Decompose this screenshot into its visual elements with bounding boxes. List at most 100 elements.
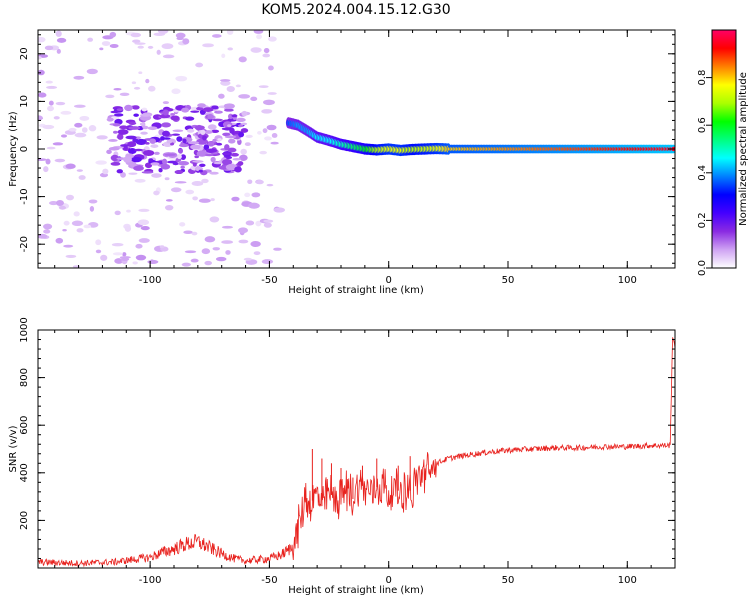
noise-blob	[44, 45, 54, 51]
noise-blob	[177, 161, 190, 166]
noise-blob	[263, 222, 272, 228]
noise-blob	[71, 220, 84, 227]
noise-blob	[79, 115, 90, 121]
noise-blob	[261, 259, 274, 265]
noise-blob	[199, 163, 206, 167]
spectrogram-y-tick-label: 20	[19, 47, 30, 60]
noise-blob	[238, 94, 251, 99]
noise-blob	[43, 229, 51, 234]
noise-blob	[164, 177, 170, 181]
noise-blob	[170, 187, 182, 193]
noise-blob	[162, 158, 168, 165]
noise-blob	[161, 43, 174, 50]
noise-blob	[134, 148, 143, 152]
noise-blob	[258, 85, 269, 89]
spectrogram-y-label: Frequency (Hz)	[8, 111, 19, 187]
noise-blob	[96, 135, 108, 140]
noise-blob	[55, 101, 66, 106]
noise-blob	[160, 163, 171, 170]
noise-blob	[205, 153, 214, 157]
noise-blob	[95, 249, 102, 254]
noise-blob	[241, 110, 248, 117]
noise-blob	[204, 260, 212, 266]
spectrogram-marks	[38, 30, 675, 268]
noise-blob	[271, 132, 278, 138]
noise-blob	[273, 247, 282, 251]
spectrogram-x-tick-label: -50	[261, 275, 277, 286]
snr-panel: -100 -50 0 50 100 200 400 600 800 1000 Height of…	[8, 317, 676, 596]
noise-blob	[224, 103, 235, 110]
noise-blob	[153, 190, 160, 196]
noise-blob	[158, 168, 163, 173]
snr-x-tick-label: 0	[386, 575, 392, 586]
noise-blob	[55, 237, 64, 244]
noise-blob	[197, 103, 206, 108]
snr-series-line	[38, 337, 675, 568]
noise-blob	[45, 158, 51, 165]
noise-blob	[95, 239, 102, 246]
noise-blob	[181, 107, 190, 113]
noise-blob	[239, 154, 248, 161]
noise-blob	[224, 135, 237, 139]
noise-blob	[144, 162, 153, 169]
noise-blob	[247, 179, 253, 185]
noise-blob	[185, 189, 195, 195]
noise-blob	[256, 34, 262, 40]
noise-blob	[178, 148, 184, 154]
noise-blob	[212, 138, 217, 143]
noise-blob	[227, 113, 234, 120]
noise-blob	[255, 220, 262, 227]
noise-blob	[170, 113, 176, 116]
spectrogram-x-tick-label: -100	[139, 275, 162, 286]
noise-blob	[250, 96, 258, 101]
noise-blob	[244, 192, 251, 198]
noise-blob	[245, 220, 255, 226]
noise-blob	[212, 34, 222, 38]
noise-blob	[187, 141, 200, 145]
snr-y-tick-label: 1000	[19, 317, 30, 342]
noise-blob	[201, 248, 211, 255]
noise-blob	[218, 93, 225, 99]
noise-blob	[250, 47, 262, 53]
noise-blob	[164, 153, 176, 156]
noise-blob	[162, 109, 169, 116]
spectrogram-x-tick-label: 50	[502, 275, 515, 286]
noise-blob	[263, 99, 275, 106]
noise-blob	[152, 114, 162, 120]
noise-blob	[56, 48, 61, 54]
noise-blob	[117, 133, 124, 140]
spectrogram-x-tick-label: 0	[386, 275, 392, 286]
noise-blob	[47, 105, 54, 112]
noise-blob	[162, 130, 170, 137]
noise-blob	[207, 124, 217, 130]
noise-blob	[131, 156, 142, 163]
snr-x-tick-label: 50	[502, 575, 515, 586]
colorbar: 0.0 0.2 0.4 0.6 0.8 Normalized spectral ampl…	[697, 29, 749, 276]
noise-blob	[49, 201, 58, 206]
noise-blob	[175, 32, 186, 39]
noise-blob	[176, 136, 183, 142]
noise-blob	[238, 124, 244, 128]
noise-blob	[132, 39, 141, 43]
noise-blob	[159, 113, 171, 119]
noise-blob	[52, 142, 64, 146]
noise-blob	[74, 122, 83, 128]
noise-blob	[191, 231, 198, 236]
noise-blob	[156, 49, 161, 55]
noise-blob	[55, 30, 62, 37]
noise-blob	[150, 144, 159, 148]
colorbar-tick-label: 0.6	[697, 117, 708, 133]
noise-blob	[137, 45, 144, 49]
noise-blob	[138, 208, 150, 212]
noise-blob	[227, 124, 232, 128]
noise-blob	[150, 162, 160, 166]
noise-blob	[38, 36, 46, 43]
noise-blob	[110, 110, 119, 114]
noise-blob	[46, 85, 58, 89]
noise-blob	[175, 75, 188, 82]
noise-blob	[140, 225, 150, 231]
noise-blob	[65, 254, 77, 258]
noise-blob	[261, 109, 273, 114]
noise-blob	[198, 198, 211, 203]
noise-blob	[209, 216, 220, 223]
